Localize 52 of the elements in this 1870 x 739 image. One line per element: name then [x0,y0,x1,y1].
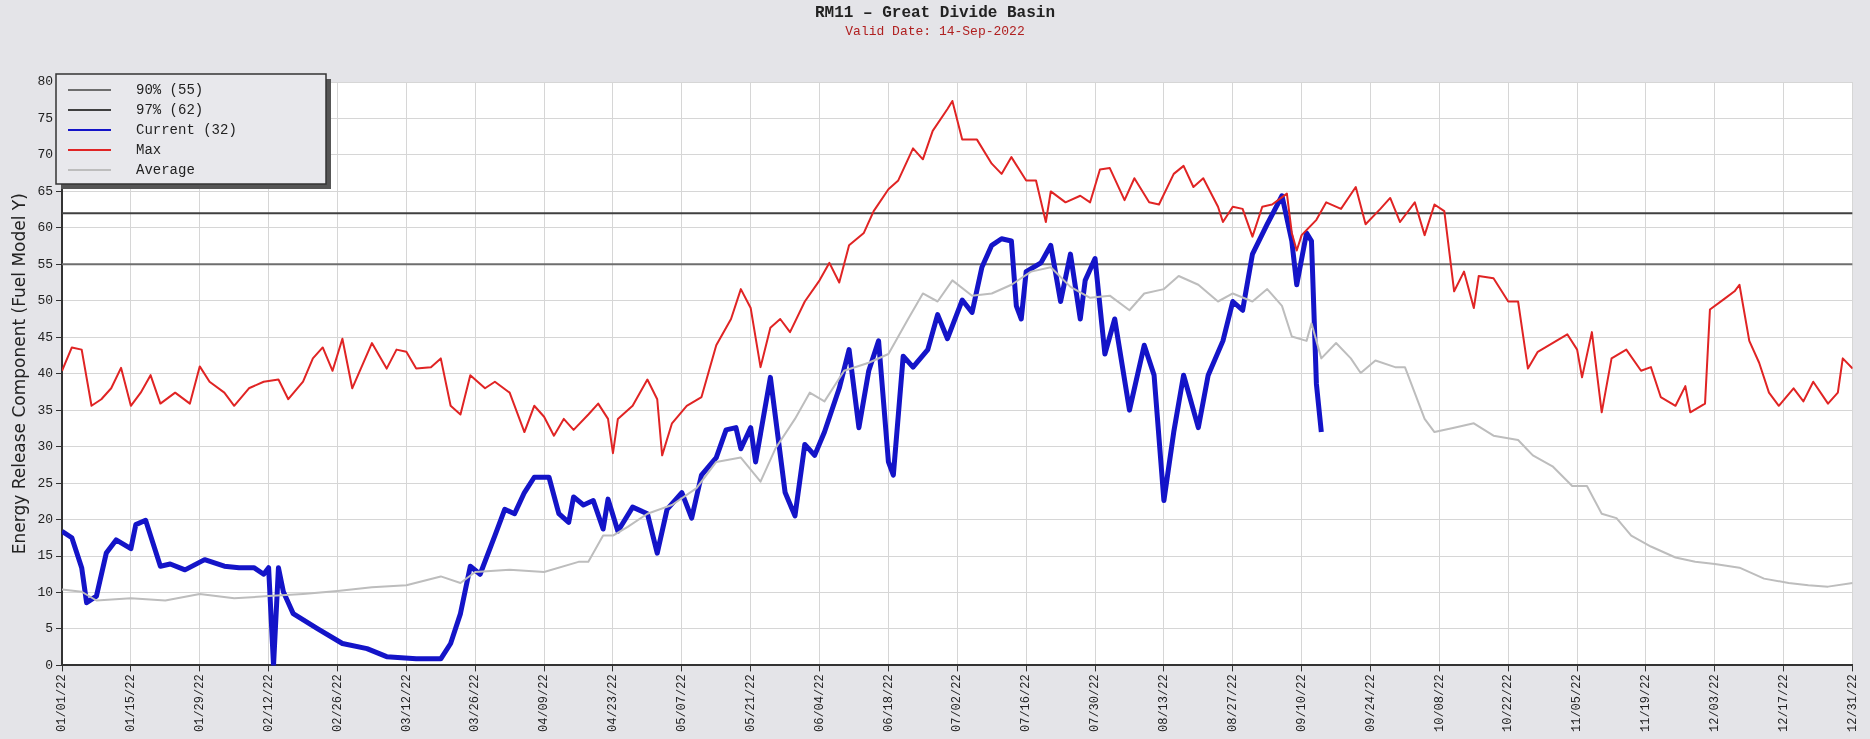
x-tick-label: 08/13/22 [1157,674,1172,732]
y-tick-label: 55 [37,256,53,272]
y-tick-label: 40 [37,366,53,382]
legend-label: 90% (55) [136,81,204,98]
x-tick-label: 11/05/22 [1570,674,1585,732]
y-tick-label: 0 [45,657,53,673]
legend-label: Max [136,141,162,158]
chart-subtitle: Valid Date: 14-Sep-2022 [844,24,1026,39]
y-tick-label: 10 [37,584,53,600]
x-tick-label: 02/12/22 [261,674,276,732]
x-tick-label: 04/23/22 [606,674,621,732]
y-tick-label: 65 [37,183,53,199]
x-tick-label: 12/17/22 [1776,674,1791,732]
y-tick-label: 80 [37,74,53,90]
y-tick-label: 30 [37,439,53,455]
y-tick-label: 20 [37,511,53,527]
x-tick-label: 06/04/22 [812,674,827,732]
x-tick-label: 03/12/22 [399,674,414,732]
x-tick-label: 10/08/22 [1432,674,1447,732]
x-tick-label: 01/15/22 [124,674,139,732]
x-tick-label: 04/09/22 [537,674,552,732]
legend-label: Current (32) [136,121,237,138]
y-axis-title: Energy Release Component (Fuel Model Y) [8,193,29,555]
x-tick-label: 01/01/22 [55,674,70,732]
x-tick-label: 02/26/22 [330,674,345,732]
y-tick-label: 45 [37,329,53,345]
chart-title: RM11 – Great Divide Basin [813,4,1056,22]
y-tick-label: 25 [37,475,53,491]
legend-label: Average [136,161,195,178]
y-tick-label: 60 [37,220,53,236]
legend-label: 97% (62) [136,101,204,118]
x-tick-label: 10/22/22 [1501,674,1516,732]
y-tick-label: 5 [45,621,53,637]
x-tick-label: 03/26/22 [468,674,483,732]
y-tick-label: 50 [37,293,53,309]
x-tick-label: 07/16/22 [1019,674,1034,732]
x-tick-label: 06/18/22 [881,674,896,732]
y-tick-label: 75 [37,110,53,126]
x-tick-label: 01/29/22 [192,674,207,732]
x-tick-label: 09/24/22 [1363,674,1378,732]
x-tick-label: 07/30/22 [1088,674,1103,732]
y-tick-label: 70 [37,147,53,163]
x-tick-label: 07/02/22 [950,674,965,732]
x-tick-label: 09/10/22 [1294,674,1309,732]
x-tick-label: 05/21/22 [743,674,758,732]
x-tick-label: 11/19/22 [1639,674,1654,732]
x-tick-label: 05/07/22 [675,674,689,732]
x-tick-label: 08/27/22 [1225,674,1240,732]
x-tick-label: 12/31/22 [1845,674,1860,732]
y-tick-label: 35 [37,402,53,418]
y-tick-label: 15 [37,548,53,564]
x-tick-label: 12/03/22 [1708,674,1723,732]
